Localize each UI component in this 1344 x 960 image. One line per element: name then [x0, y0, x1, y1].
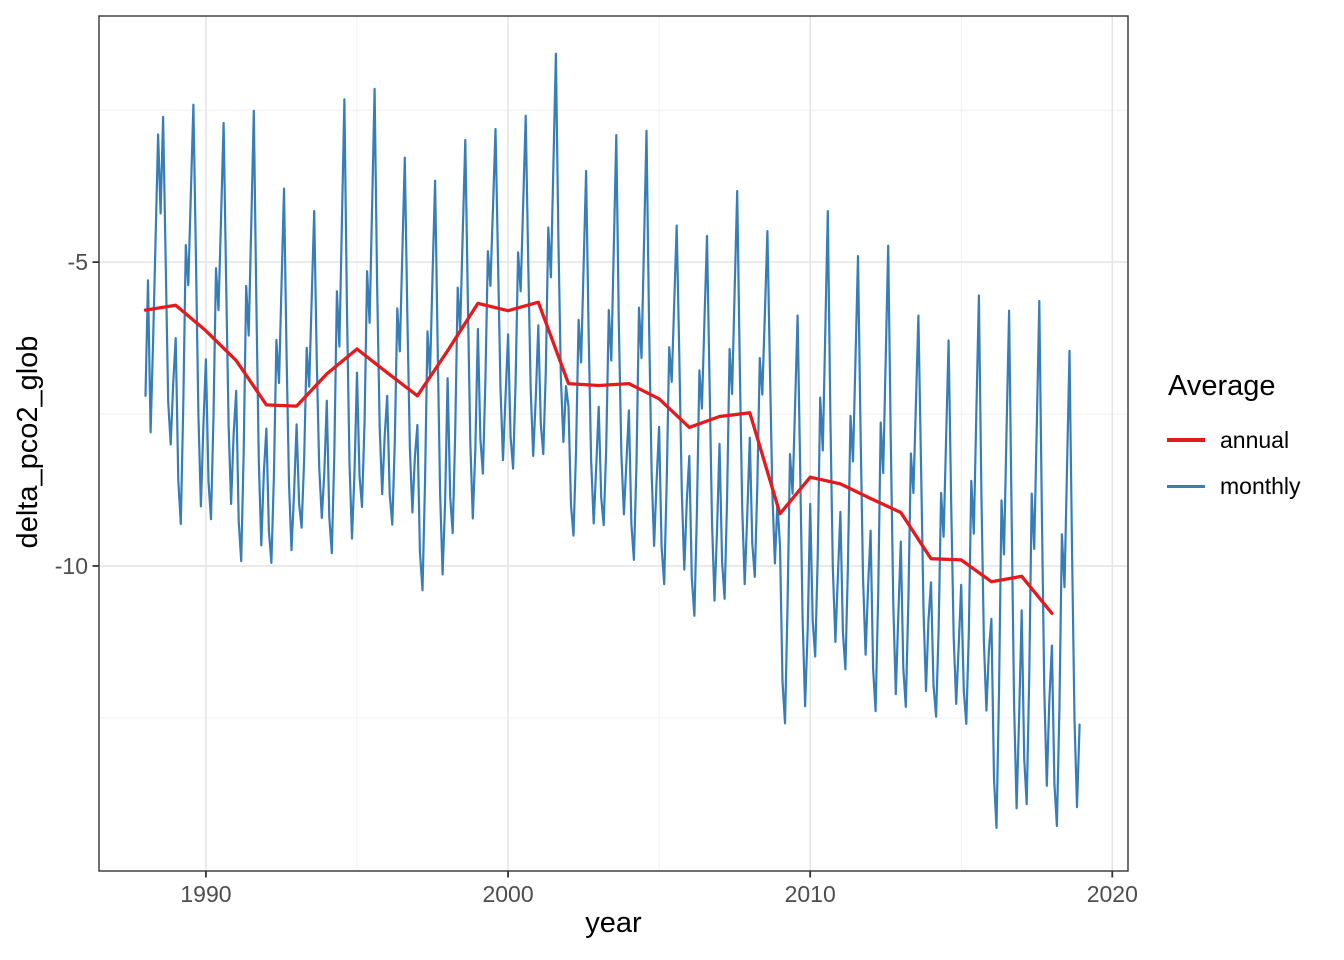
monthly-line-swatch-icon [1167, 484, 1205, 488]
monthly-series-line [144, 52, 1081, 830]
legend-label-monthly: monthly [1220, 472, 1301, 499]
legend-item-annual: annual [1167, 417, 1301, 463]
panel-border [98, 15, 1129, 872]
legend-item-monthly: monthly [1167, 463, 1301, 509]
x-tick-label: 2000 [482, 881, 533, 907]
axis-ticks [92, 261, 1114, 878]
x-axis-title: year [585, 907, 642, 939]
annual-line-swatch-icon [1167, 438, 1205, 442]
x-tick-label: 1990 [180, 881, 231, 907]
y-tick-label: -10 [55, 553, 88, 579]
x-tick-label: 2010 [785, 881, 836, 907]
legend-key-monthly [1167, 484, 1205, 488]
gridlines-major [99, 16, 1128, 871]
legend-label-annual: annual [1220, 426, 1290, 453]
legend: Average annual monthly [1167, 370, 1301, 509]
y-axis-title: delta_pco2_glob [12, 335, 44, 549]
legend-title: Average [1168, 370, 1276, 402]
gridlines-minor [99, 16, 1128, 871]
legend-key-annual [1167, 438, 1205, 442]
x-tick-label: 2020 [1087, 881, 1138, 907]
y-tick-label: -5 [68, 249, 88, 275]
axis-tick-labels: 1990 2000 2010 2020 -5 -10 [55, 249, 1138, 907]
annual-series-line [143, 300, 1054, 615]
